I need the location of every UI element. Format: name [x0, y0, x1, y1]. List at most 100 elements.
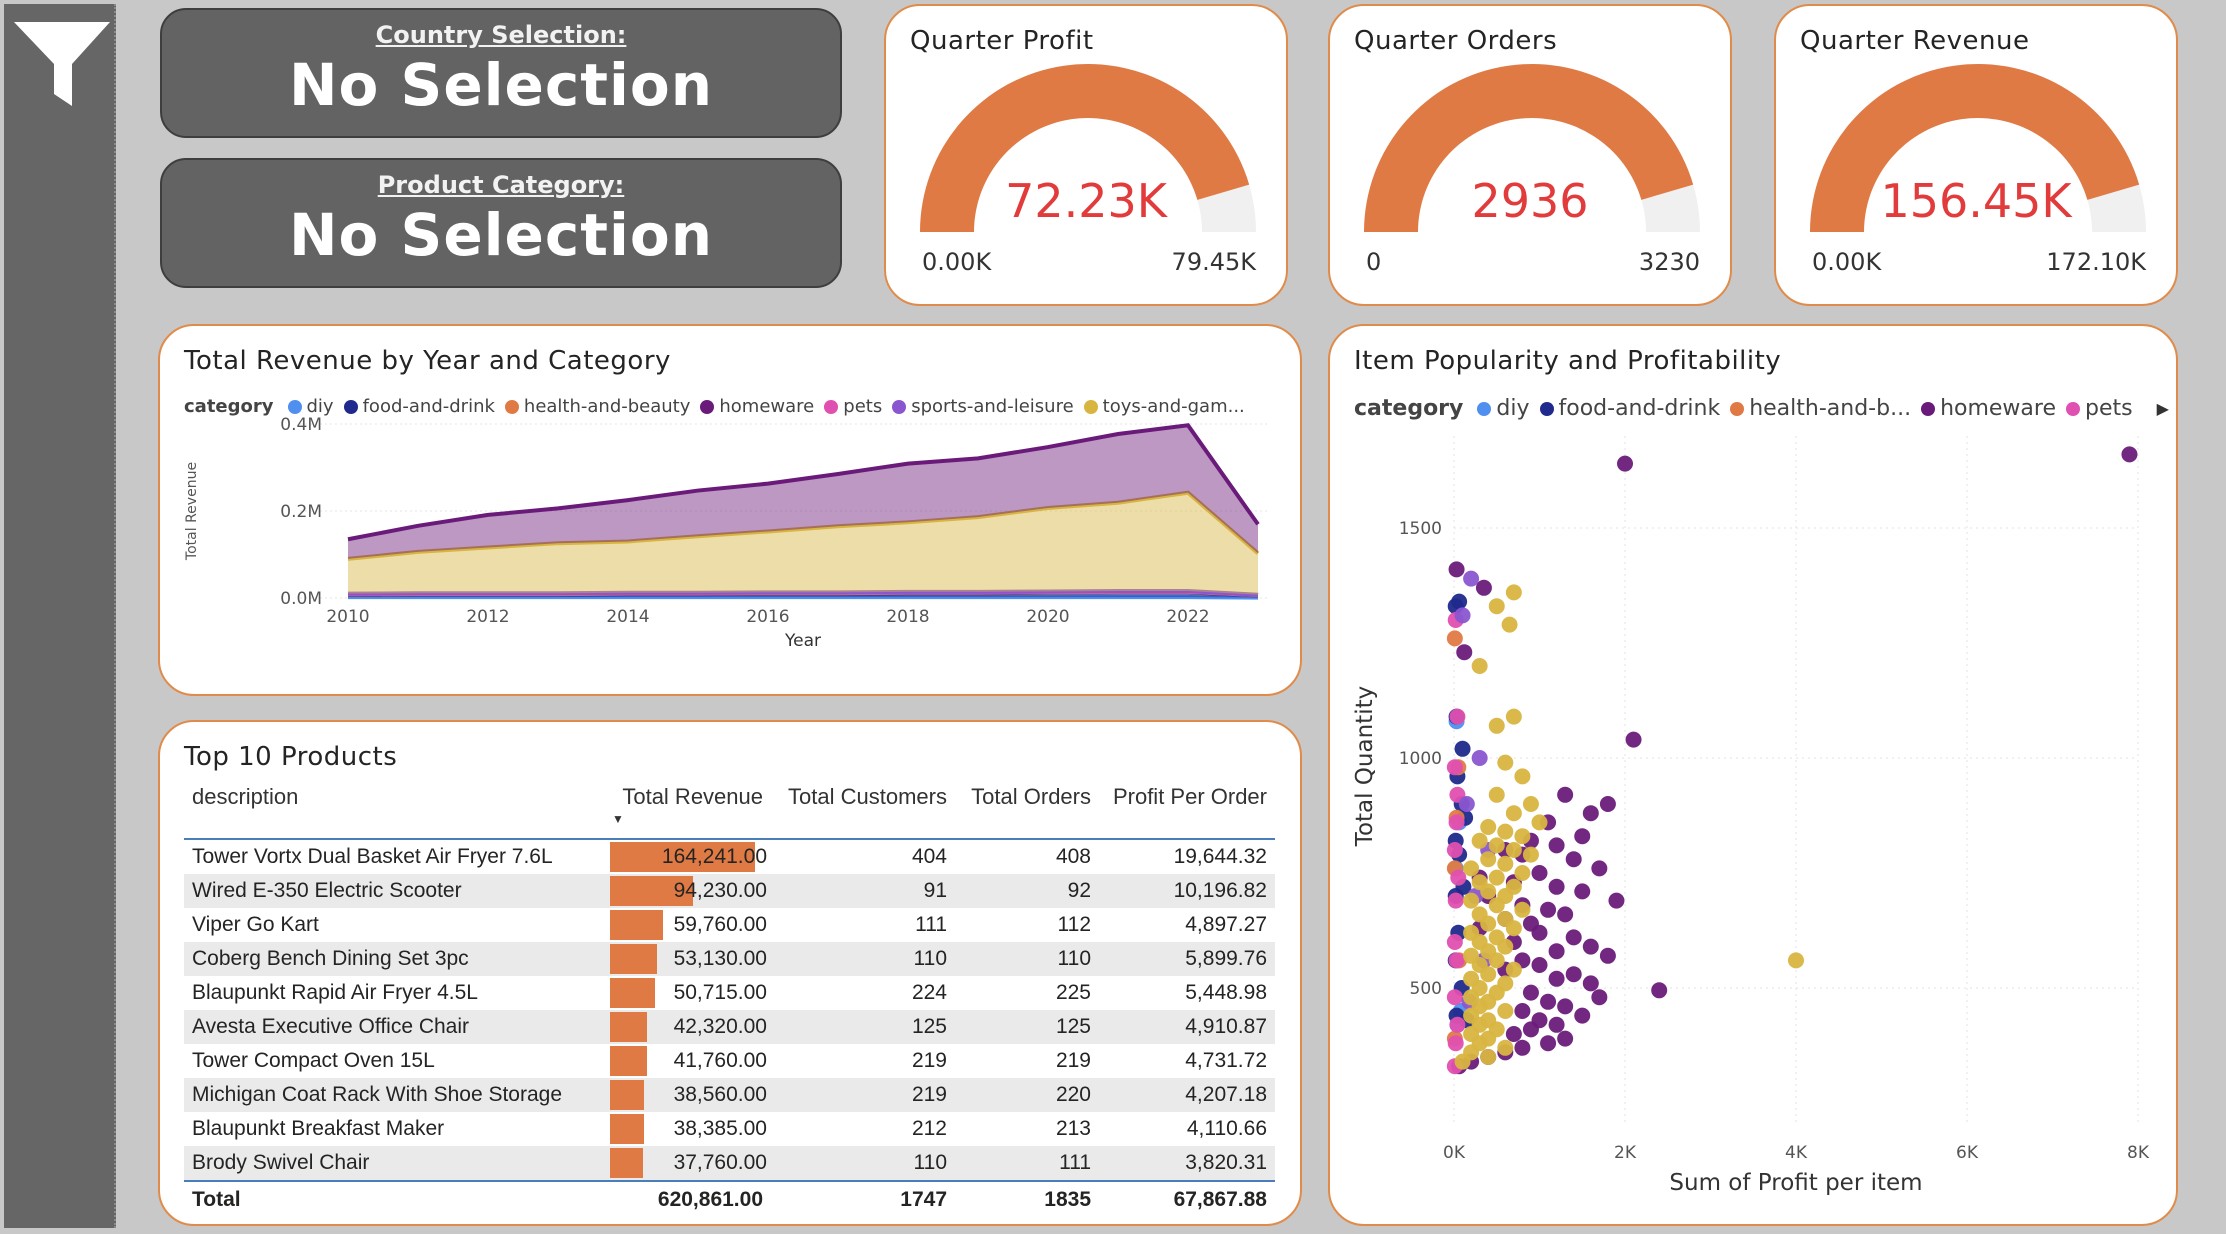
scatter-point[interactable] — [1497, 755, 1513, 771]
scatter-point[interactable] — [1514, 1040, 1530, 1056]
scatter-point[interactable] — [1497, 1040, 1513, 1056]
scatter-point[interactable] — [1788, 952, 1804, 968]
scatter-point[interactable] — [1480, 819, 1496, 835]
scatter-point[interactable] — [1447, 842, 1463, 858]
scatter-point[interactable] — [1532, 925, 1548, 941]
scatter-point[interactable] — [1480, 851, 1496, 867]
scatter-point[interactable] — [1583, 975, 1599, 991]
table-row[interactable]: Brody Swivel Chair 37,760.00 110 111 3,820.3… — [184, 1146, 1275, 1181]
scatter-point[interactable] — [1514, 768, 1530, 784]
scatter-point[interactable] — [1506, 584, 1522, 600]
scatter-point[interactable] — [1447, 934, 1463, 950]
filter-icon[interactable] — [10, 14, 114, 114]
scatter-point[interactable] — [1549, 1017, 1565, 1033]
scatter-point[interactable] — [1600, 948, 1616, 964]
scatter-point[interactable] — [1532, 957, 1548, 973]
scatter-point[interactable] — [1514, 902, 1530, 918]
filter-sidebar[interactable] — [4, 4, 116, 1228]
scatter-point[interactable] — [1506, 1026, 1522, 1042]
scatter-point[interactable] — [1600, 796, 1616, 812]
scatter-point[interactable] — [1448, 893, 1464, 909]
scatter-point[interactable] — [1506, 920, 1522, 936]
scatter-point[interactable] — [1574, 1008, 1590, 1024]
scatter-point[interactable] — [1480, 1049, 1496, 1065]
scatter-point[interactable] — [1557, 906, 1573, 922]
scatter-point[interactable] — [1455, 741, 1471, 757]
scatter-point[interactable] — [1497, 824, 1513, 840]
scatter-point[interactable] — [1591, 989, 1607, 1005]
scatter-point[interactable] — [1506, 842, 1522, 858]
scatter-point[interactable] — [1523, 847, 1539, 863]
scatter-point[interactable] — [1489, 897, 1505, 913]
scatter-point[interactable] — [1489, 598, 1505, 614]
scatter-point[interactable] — [1489, 952, 1505, 968]
scatter-point[interactable] — [1540, 994, 1556, 1010]
scatter-point[interactable] — [1463, 860, 1479, 876]
scatter-point[interactable] — [1506, 962, 1522, 978]
scatter-point[interactable] — [1450, 870, 1466, 886]
scatter-point[interactable] — [1455, 1054, 1471, 1070]
table-row[interactable]: Avesta Executive Office Chair 42,320.00 12… — [184, 1010, 1275, 1044]
table-row[interactable]: Blaupunkt Breakfast Maker 38,385.00 212 213… — [184, 1112, 1275, 1146]
scatter-point[interactable] — [1583, 805, 1599, 821]
table-row[interactable]: Michigan Coat Rack With Shoe Storage 38,5… — [184, 1078, 1275, 1112]
category-selection-card[interactable]: Product Category: No Selection — [160, 158, 842, 288]
scatter-point[interactable] — [1489, 718, 1505, 734]
column-header-description[interactable]: description — [184, 784, 610, 839]
scatter-point[interactable] — [1489, 870, 1505, 886]
scatter-point[interactable] — [1540, 1035, 1556, 1051]
column-header-profit-per-order[interactable]: Profit Per Order — [1099, 784, 1275, 839]
scatter-point[interactable] — [1549, 837, 1565, 853]
scatter-point[interactable] — [1502, 617, 1518, 633]
scatter-point[interactable] — [1523, 796, 1539, 812]
scatter-point[interactable] — [1557, 1031, 1573, 1047]
scatter-point[interactable] — [1472, 833, 1488, 849]
scatter-point[interactable] — [1472, 750, 1488, 766]
scatter-point[interactable] — [1451, 594, 1467, 610]
scatter-point[interactable] — [1463, 893, 1479, 909]
table-row[interactable]: Blaupunkt Rapid Air Fryer 4.5L 50,715.00 2… — [184, 976, 1275, 1010]
scatter-point[interactable] — [1449, 952, 1465, 968]
scatter-point[interactable] — [1449, 814, 1465, 830]
scatter-point[interactable] — [1651, 982, 1667, 998]
scatter-point[interactable] — [1449, 561, 1465, 577]
scatter-point[interactable] — [1549, 943, 1565, 959]
scatter-point[interactable] — [1472, 658, 1488, 674]
scatter-point[interactable] — [1523, 1021, 1539, 1037]
scatter-point[interactable] — [1617, 456, 1633, 472]
scatter-point[interactable] — [1476, 580, 1492, 596]
scatter-point[interactable] — [1448, 1035, 1464, 1051]
scatter-point[interactable] — [1608, 893, 1624, 909]
scatter-point[interactable] — [1514, 865, 1530, 881]
scatter-point[interactable] — [1447, 759, 1463, 775]
scatter-chart[interactable]: 1500 1000 500 0K 2K 4K 6K 8K Sum of Profit per i… — [1330, 326, 2180, 1228]
scatter-point[interactable] — [1566, 966, 1582, 982]
table-row[interactable]: Tower Compact Oven 15L 41,760.00 219 219 4,7… — [184, 1044, 1275, 1078]
scatter-point[interactable] — [1566, 929, 1582, 945]
scatter-point[interactable] — [1489, 787, 1505, 803]
scatter-point[interactable] — [1574, 883, 1590, 899]
scatter-point[interactable] — [1447, 630, 1463, 646]
column-header-total-revenue[interactable]: Total Revenue ▼ — [610, 784, 771, 839]
scatter-point[interactable] — [1449, 1017, 1465, 1033]
scatter-point[interactable] — [1523, 985, 1539, 1001]
scatter-point[interactable] — [1497, 939, 1513, 955]
scatter-point[interactable] — [1557, 787, 1573, 803]
table-row[interactable]: Coberg Bench Dining Set 3pc 53,130.00 110 1… — [184, 942, 1275, 976]
scatter-point[interactable] — [1549, 879, 1565, 895]
scatter-point[interactable] — [1532, 865, 1548, 881]
scatter-point[interactable] — [1489, 837, 1505, 853]
scatter-point[interactable] — [1449, 709, 1465, 725]
scatter-point[interactable] — [1506, 805, 1522, 821]
scatter-point[interactable] — [1557, 998, 1573, 1014]
scatter-point[interactable] — [1514, 1003, 1530, 1019]
table-row[interactable]: Wired E-350 Electric Scooter 94,230.00 91 9… — [184, 874, 1275, 908]
scatter-point[interactable] — [1540, 902, 1556, 918]
scatter-point[interactable] — [1626, 732, 1642, 748]
scatter-point[interactable] — [1549, 971, 1565, 987]
column-header-total-customers[interactable]: Total Customers — [771, 784, 955, 839]
scatter-point[interactable] — [1455, 607, 1471, 623]
scatter-point[interactable] — [1480, 966, 1496, 982]
scatter-point[interactable] — [1506, 709, 1522, 725]
scatter-point[interactable] — [1574, 828, 1590, 844]
